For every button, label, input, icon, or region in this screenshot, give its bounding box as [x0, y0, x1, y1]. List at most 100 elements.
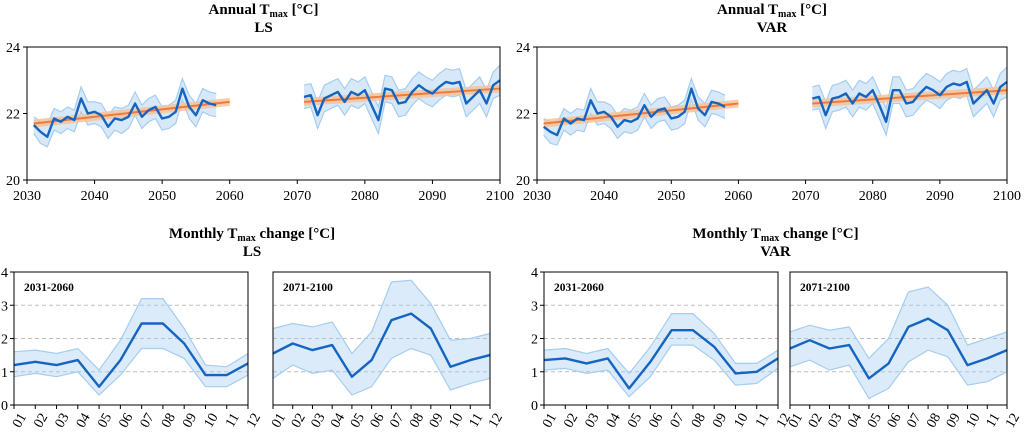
x-tick-label: 2040 [590, 189, 618, 204]
x-tick-label: 07 [138, 411, 158, 431]
x-tick-label: 2060 [216, 189, 244, 204]
x-tick-label: 06 [885, 411, 905, 431]
lower-bound-line [812, 94, 1008, 138]
mean-line [789, 317, 1008, 380]
x-tick-label: 08 [689, 411, 709, 431]
mean-line [272, 312, 491, 378]
trend-line [303, 87, 501, 103]
x-tick-label: 04 [328, 411, 348, 431]
x-tick-label: 2080 [351, 189, 379, 204]
x-tick-label: 10 [202, 411, 222, 431]
x-tick-label: 12 [1003, 411, 1023, 431]
x-tick-label: 03 [309, 411, 329, 431]
x-tick-label: 05 [625, 411, 645, 431]
x-tick-label: 08 [407, 411, 427, 431]
x-tick-label: 2070 [283, 189, 311, 204]
period-label: 2071-2100 [800, 282, 850, 294]
lower-bound-line [789, 349, 1008, 400]
x-tick-label: 12 [486, 411, 506, 431]
x-tick-label: 02 [31, 411, 51, 431]
x-tick-label: 04 [604, 411, 624, 431]
mean-line [13, 322, 249, 388]
chart-subtitle: VAR [757, 20, 788, 36]
axes-frame [789, 271, 1008, 406]
period-label: 2031-2060 [554, 282, 604, 294]
x-tick-label: 01 [10, 411, 30, 431]
upper-bound-line [13, 298, 249, 372]
x-tick-label: 05 [348, 411, 368, 431]
mean-line [303, 79, 501, 122]
x-tick-label: 05 [95, 411, 115, 431]
x-tick-label: 2100 [993, 189, 1021, 204]
x-tick-label: 09 [180, 411, 200, 431]
upper-bound-line [33, 76, 217, 126]
annual-var-chart: Annual Tmax [°C]VAR 2030 2040 2050 2060 2070 2… [516, 2, 1021, 204]
y-tick-label: 1 [1, 366, 8, 381]
lower-bound-line [303, 94, 501, 136]
x-tick-label: 2030 [13, 189, 41, 204]
x-tick-label: 01 [786, 411, 806, 431]
x-tick-label: 01 [540, 411, 560, 431]
x-tick-label: 03 [583, 411, 603, 431]
spread-band [544, 313, 778, 397]
x-tick-label: 03 [826, 411, 846, 431]
period-panel: 2071-2100 01 02 03 04 05 06 07 08 09 10 11 12 [269, 271, 506, 431]
lower-bound-line [13, 347, 249, 396]
x-tick-label: 01 [269, 411, 289, 431]
x-tick-label: 2080 [859, 189, 887, 204]
upper-bound-line [543, 313, 779, 375]
x-tick-label: 06 [646, 411, 666, 431]
y-tick-label: 20 [516, 174, 530, 189]
x-tick-label: 10 [447, 411, 467, 431]
chart-title: Monthly Tmax change [°C] [692, 226, 858, 244]
y-tick-label: 22 [516, 108, 530, 123]
x-tick-label: 06 [116, 411, 136, 431]
y-tick-label: 3 [1, 299, 8, 314]
lower-bound-line [272, 347, 491, 396]
x-tick-label: 10 [964, 411, 984, 431]
x-tick-label: 2050 [657, 189, 685, 204]
x-tick-label: 12 [244, 411, 264, 431]
period-label: 2031-2060 [24, 282, 74, 294]
x-tick-label: 12 [774, 411, 794, 431]
x-tick-label: 07 [668, 411, 688, 431]
lower-bound-line [543, 344, 779, 398]
mean-line [543, 329, 779, 390]
x-tick-label: 2050 [148, 189, 176, 204]
annual-ls-chart: Annual Tmax [°C]LS 2030 2040 2050 2060 2070 20… [6, 2, 514, 204]
x-tick-label: 2030 [523, 189, 551, 204]
x-tick-label: 05 [865, 411, 885, 431]
upper-bound-line [789, 286, 1008, 360]
y-tick-label: 4 [531, 266, 538, 281]
y-tick-label: 22 [6, 108, 20, 123]
chart-title: Annual Tmax [°C] [717, 2, 827, 20]
y-tick-label: 3 [531, 299, 538, 314]
x-tick-label: 08 [159, 411, 179, 431]
y-tick-label: 24 [516, 41, 530, 56]
y-tick-label: 2 [1, 333, 8, 348]
period-panel: 2071-2100 01 02 03 04 05 06 07 08 09 10 11 12 [786, 271, 1023, 431]
x-tick-label: 08 [924, 411, 944, 431]
chart-subtitle: LS [254, 20, 272, 36]
upper-bound-line [543, 76, 726, 125]
x-tick-label: 09 [427, 411, 447, 431]
chart-subtitle: LS [243, 244, 261, 260]
x-tick-label: 2090 [418, 189, 446, 204]
x-tick-label: 04 [74, 411, 94, 431]
y-tick-label: 1 [531, 366, 538, 381]
mean-line [812, 80, 1008, 123]
x-tick-label: 2040 [81, 189, 109, 204]
x-tick-label: 03 [53, 411, 73, 431]
x-tick-label: 02 [806, 411, 826, 431]
x-tick-label: 02 [289, 411, 309, 431]
spread-band [14, 298, 248, 395]
y-tick-label: 0 [1, 399, 8, 414]
x-tick-label: 11 [984, 411, 1004, 430]
axes-frame [272, 271, 491, 406]
x-tick-label: 2060 [724, 189, 752, 204]
y-tick-label: 24 [6, 41, 20, 56]
chart-title: Monthly Tmax change [°C] [169, 226, 335, 244]
x-tick-label: 09 [710, 411, 730, 431]
